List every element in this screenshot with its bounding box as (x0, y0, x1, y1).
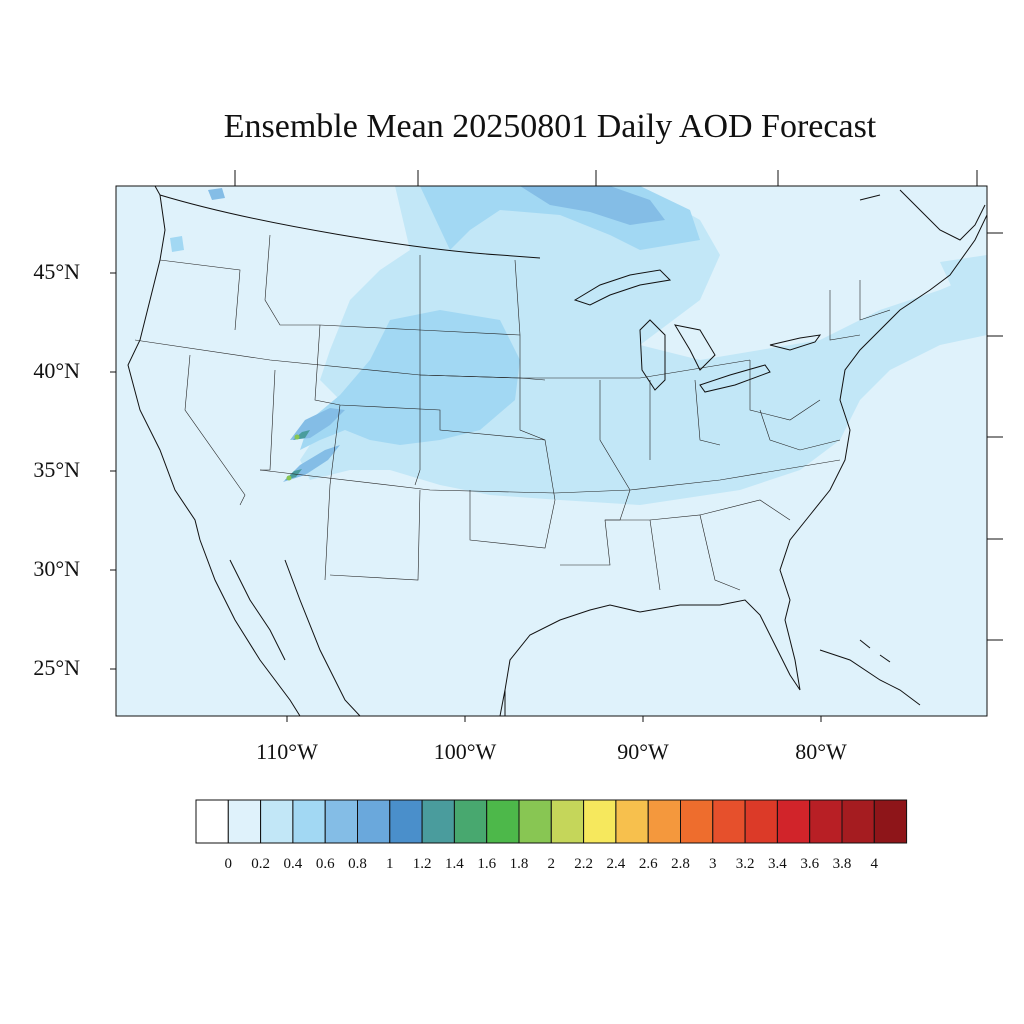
colorbar-box-7 (421, 799, 455, 844)
colorbar-box-6 (389, 799, 423, 844)
lat-label-45: 45°N (33, 259, 80, 284)
colorbar-box-15 (680, 799, 714, 844)
colorbar-label: 0 (224, 856, 233, 872)
colorbar-label: 0.2 (251, 856, 270, 872)
colorbar-box-12 (583, 799, 617, 844)
lat-label-40: 40°N (33, 358, 80, 383)
colorbar-label: 1.4 (445, 856, 464, 872)
axis-ticks (110, 170, 1003, 722)
colorbar-box-10 (518, 799, 552, 844)
lat-label-35: 35°N (33, 457, 80, 482)
colorbar-box-17 (744, 799, 778, 844)
colorbar-box-5 (357, 799, 391, 844)
colorbar-label: 3 (709, 856, 717, 872)
aod-band-0.8 (520, 186, 665, 225)
colorbar-box-3 (292, 799, 326, 844)
colorbar-label: 0.6 (315, 856, 335, 872)
state-borders (134, 234, 891, 591)
lon-label-110w: 110°W (256, 739, 318, 764)
lat-label-25: 25°N (33, 655, 80, 680)
colorbar-box-18 (776, 799, 811, 844)
lat-label-30: 30°N (33, 556, 80, 581)
lon-label-90w: 90°W (617, 739, 669, 764)
colorbar (195, 799, 908, 844)
colorbar-box-16 (712, 799, 746, 844)
colorbar-box-4 (324, 799, 359, 844)
colorbar-box-13 (615, 799, 649, 844)
aod-band-atlantic (940, 255, 987, 305)
colorbar-box-1 (227, 799, 262, 844)
colorbar-label: 2.6 (638, 856, 658, 872)
aod-contours (170, 186, 987, 505)
colorbar-label: 1 (386, 856, 394, 872)
colorbar-label: 3.4 (768, 856, 787, 872)
aod-patch-nw (208, 188, 225, 200)
colorbar-box-9 (486, 799, 520, 844)
colorbar-label: 1.6 (477, 856, 497, 872)
coastlines (127, 186, 987, 716)
colorbar-box-8 (453, 799, 488, 844)
colorbar-box-14 (647, 799, 682, 844)
lon-label-100w: 100°W (433, 739, 497, 764)
map-frame (115, 185, 988, 717)
plume-arizona-peak (286, 475, 292, 481)
colorbar-box-20 (841, 799, 875, 844)
aod-band-0.6b (300, 310, 520, 450)
colorbar-label: 1.2 (412, 856, 432, 872)
colorbar-label: 2 (547, 856, 556, 872)
colorbar-label: 4 (870, 856, 879, 872)
colorbar-box-21 (873, 799, 908, 844)
colorbar-label: 0.4 (283, 856, 303, 872)
colorbar-label: 2.8 (671, 856, 690, 872)
colorbar-label: 2.2 (574, 856, 593, 872)
colorbar-label: 0.8 (348, 856, 367, 872)
colorbar-label: 1.8 (509, 856, 529, 872)
aod-patch-wa (170, 236, 184, 252)
colorbar-label: 2.4 (606, 856, 626, 872)
colorbar-box-19 (809, 799, 843, 844)
colorbar-box-2 (260, 799, 294, 844)
colorbar-box-0 (195, 799, 229, 844)
map-title: Ensemble Mean 20250801 Daily AOD Forecas… (223, 108, 877, 145)
colorbar-label: 3.2 (735, 856, 755, 872)
colorbar-label: 3.8 (832, 856, 852, 872)
colorbar-box-11 (550, 799, 585, 844)
colorbar-label: 3.6 (800, 856, 820, 872)
lon-label-80w: 80°W (795, 739, 847, 764)
plume-utah-peak (294, 434, 300, 440)
